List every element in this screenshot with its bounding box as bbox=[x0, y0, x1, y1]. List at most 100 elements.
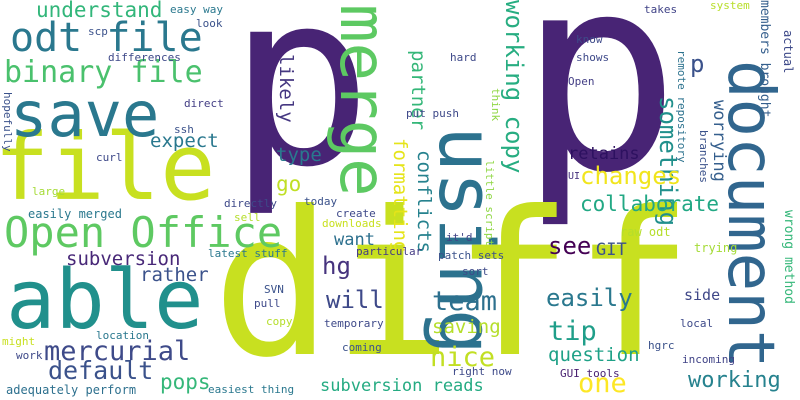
word-changes: changes bbox=[580, 162, 682, 190]
word-diff: diff bbox=[212, 169, 694, 400]
word-temporary: temporary bbox=[324, 317, 384, 330]
word-sell: sell bbox=[234, 211, 261, 224]
word-hgrc: hgrc bbox=[648, 339, 675, 352]
word-odt-file: odt file bbox=[10, 15, 203, 61]
word-takes: takes bbox=[644, 3, 678, 16]
word-gui-tools: GUI tools bbox=[560, 367, 620, 380]
word-question: question bbox=[548, 344, 640, 366]
word-understand: understand bbox=[36, 0, 163, 22]
word-downloads: downloads bbox=[322, 217, 382, 230]
word-actual: actual bbox=[781, 30, 795, 74]
word-remote-repository: remote repository bbox=[675, 50, 688, 163]
word-large: large bbox=[32, 185, 66, 198]
word-sort: sort bbox=[462, 265, 489, 278]
word-retains: retains bbox=[568, 144, 640, 164]
word-likely: likely bbox=[275, 54, 297, 123]
word-hard: hard bbox=[450, 51, 477, 64]
word-branches: branches bbox=[697, 130, 710, 183]
word-will: will bbox=[326, 286, 384, 314]
word-hopefully: hopefully bbox=[1, 92, 14, 152]
word-binary-file: binary file bbox=[4, 55, 203, 90]
word-particular: particular bbox=[356, 245, 423, 258]
word-location: location bbox=[96, 329, 149, 342]
word-merge: merge bbox=[325, 4, 399, 197]
word-easily-merged: easily merged bbox=[28, 207, 122, 221]
word-subversion: subversion bbox=[66, 248, 181, 270]
word-ui: UI bbox=[568, 171, 581, 182]
word-right-now: right now bbox=[452, 365, 512, 378]
word-p: p bbox=[228, 0, 373, 220]
word-latest-stuff: latest stuff bbox=[208, 247, 288, 260]
word-file: file bbox=[0, 114, 216, 221]
word-look: look bbox=[196, 17, 223, 30]
word-differences: differences bbox=[108, 51, 181, 64]
word-think: think bbox=[489, 88, 502, 122]
word-team: team bbox=[432, 286, 498, 317]
word-see: see bbox=[548, 232, 592, 260]
word-know: know bbox=[576, 33, 603, 46]
word-expect: expect bbox=[150, 130, 219, 152]
word-one: one bbox=[578, 368, 627, 399]
word-pull: pull bbox=[254, 297, 281, 310]
word-type: type bbox=[276, 144, 322, 166]
word-easiest-thing: easiest thing bbox=[208, 383, 295, 396]
word-shows: shows bbox=[576, 51, 610, 64]
word-default: default bbox=[48, 356, 154, 385]
word-adequately-perform: adequately perform bbox=[6, 383, 137, 397]
word-direct: direct bbox=[184, 97, 224, 110]
word-collaborate: collaborate bbox=[580, 192, 720, 216]
word-put-push: put push bbox=[406, 107, 459, 120]
word-trying: trying bbox=[694, 241, 738, 255]
word-create: create bbox=[336, 207, 376, 220]
word-today: today bbox=[304, 195, 338, 208]
word-curl: curl bbox=[96, 151, 123, 164]
word-local: local bbox=[680, 317, 714, 330]
word-easy-way: easy way bbox=[170, 3, 223, 16]
word-conflicts: conflicts bbox=[413, 150, 435, 253]
word-want: want bbox=[334, 230, 375, 250]
word-svn: SVN bbox=[264, 283, 284, 296]
word-mercurial: mercurial bbox=[44, 336, 191, 367]
word-scp: scp bbox=[88, 25, 108, 38]
word-directly: directly bbox=[224, 197, 277, 210]
word-hg: hg bbox=[322, 252, 351, 280]
word-worrying: worrying bbox=[709, 100, 729, 182]
word-open: Open bbox=[568, 75, 595, 88]
word-working-copy: working copy bbox=[500, 0, 528, 174]
word-document: document bbox=[713, 60, 787, 369]
word-incoming: incoming bbox=[682, 353, 735, 366]
word-little-script: little script bbox=[483, 160, 496, 247]
word-p-small: p bbox=[690, 50, 705, 78]
word-tip: tip bbox=[548, 316, 597, 347]
word-ssh: ssh bbox=[174, 123, 194, 136]
word-itd: it'd bbox=[446, 231, 473, 244]
word-rather: rather bbox=[140, 264, 209, 286]
word-subversion-reads: subversion reads bbox=[320, 376, 484, 396]
word-raw-odt: raw odt bbox=[620, 225, 671, 239]
word-coming: coming bbox=[342, 341, 382, 354]
word-members-brought: members brought bbox=[757, 0, 772, 118]
word-saving: saving bbox=[432, 316, 501, 338]
word-easily: easily bbox=[546, 284, 633, 312]
word-working: working bbox=[688, 368, 781, 393]
word-side: side bbox=[684, 286, 721, 304]
word-git: GIT bbox=[596, 240, 627, 260]
word-pops: pops bbox=[160, 370, 211, 394]
word-using: using bbox=[422, 126, 511, 355]
word-partner: partner bbox=[407, 50, 429, 131]
word-patch-sets: patch sets bbox=[438, 249, 505, 262]
word-wrong-method: wrong method bbox=[781, 210, 796, 304]
word-save: save bbox=[10, 78, 160, 151]
word-something: something bbox=[654, 96, 682, 227]
word-p: p bbox=[518, 0, 681, 232]
word-might: might bbox=[2, 335, 36, 348]
word-able: able bbox=[6, 253, 204, 348]
word-go: go bbox=[276, 172, 302, 196]
word-copy: copy bbox=[266, 315, 293, 328]
word-formatting: formatting bbox=[389, 138, 411, 253]
word-nice: nice bbox=[430, 342, 496, 373]
word-work: work bbox=[16, 349, 43, 362]
word-system: system bbox=[710, 0, 750, 12]
word-open-office: Open Office bbox=[4, 208, 283, 257]
